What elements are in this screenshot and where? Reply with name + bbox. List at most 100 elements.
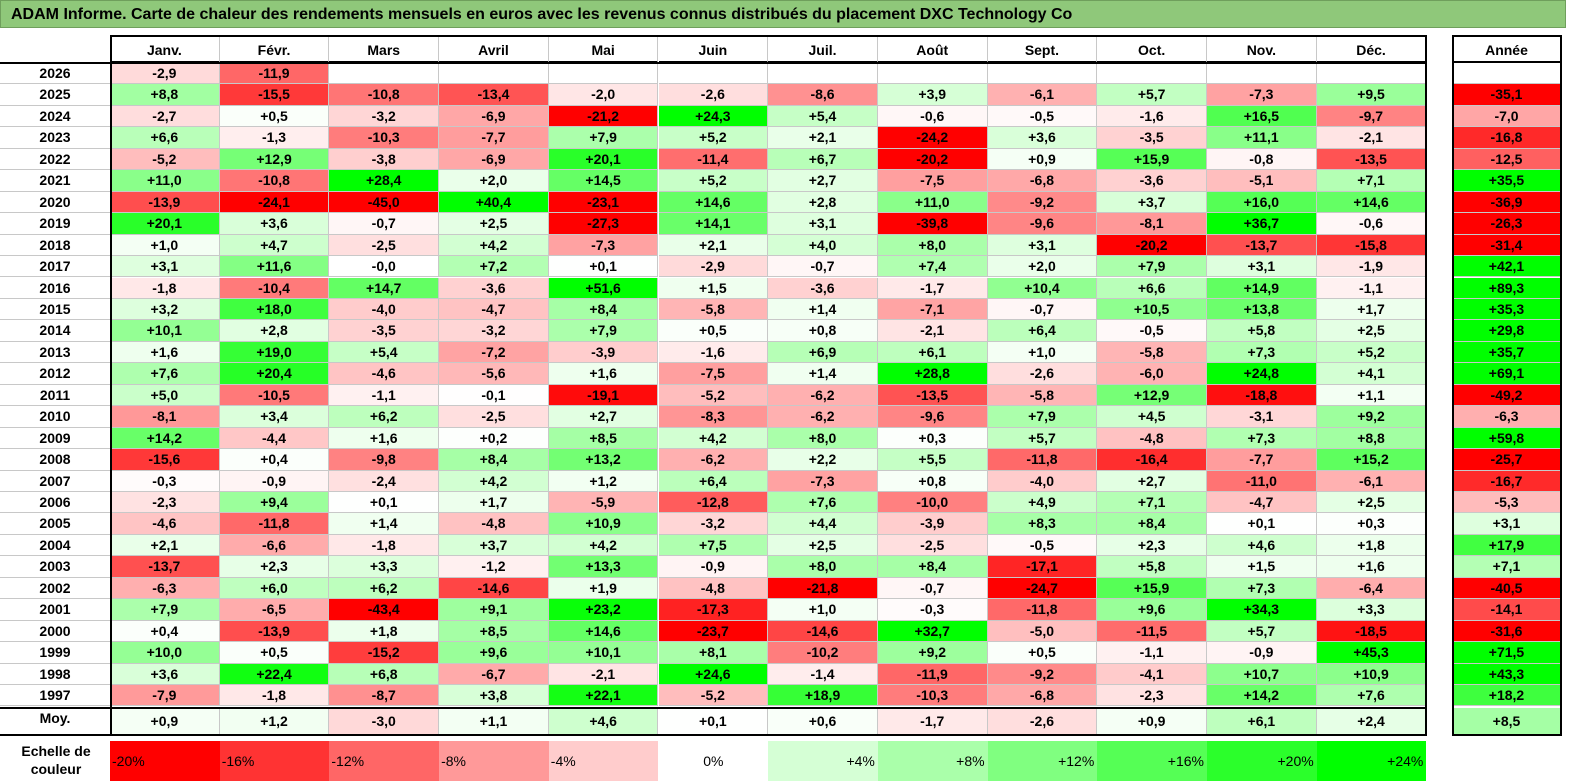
heatmap-cell: -1,7 [877,277,988,299]
color-scale-stop: -16% [219,741,330,781]
heatmap-cell: +4,2 [439,470,549,492]
heatmap-cell: -4,7 [439,298,549,321]
year-label: 2021 [0,170,110,192]
color-scale-label: Echelle de couleur [21,743,91,777]
heatmap-cell: +5,8 [1207,320,1317,342]
heatmap-cell: +3,6 [110,663,220,686]
heatmap-cell: -8,6 [768,84,878,106]
year-label: 2025 [0,84,110,106]
heatmap-cell: +1,5 [658,277,769,299]
heatmap-cell: +4,2 [548,534,659,557]
heatmap-cell: +4,6 [1207,534,1317,557]
annual-cell: +89,3 [1452,277,1562,299]
heatmap-cell: -6,2 [768,406,878,428]
heatmap-cell: +14,2 [110,427,220,450]
heatmap-cell: -9,2 [987,663,1098,686]
average-cell: +0,6 [768,707,878,735]
heatmap-cell: -7,7 [439,127,549,149]
empty-cell [1207,63,1317,85]
title-bar: ADAM Informe. Carte de chaleur des rende… [0,0,1566,28]
heatmap-cell: -8,7 [329,685,440,707]
heatmap-cell: +51,6 [548,277,659,299]
heatmap-cell: -4,0 [987,470,1098,492]
annual-cell: +43,3 [1452,663,1562,686]
heatmap-cell: +19,0 [219,341,330,364]
heatmap-cell: +1,6 [329,427,440,450]
heatmap-cell: -4,1 [1097,663,1207,686]
heatmap-cell: -2,1 [1316,127,1427,149]
heatmap-cell: -11,9 [219,63,330,85]
heatmap-cell: +36,7 [1207,213,1317,235]
heatmap-cell: -13,4 [439,84,549,106]
empty-cell [877,63,988,85]
heatmap-cell: -6,0 [1097,363,1207,385]
annual-cell: -35,1 [1452,84,1562,106]
heatmap-cell: +6,8 [329,663,440,686]
heatmap-cell: -24,7 [987,577,1098,600]
heatmap-cell: -7,3 [548,234,659,257]
annual-cell: -31,6 [1452,620,1562,643]
heatmap-cell: +15,2 [1316,449,1427,471]
heatmap-cell: +8,0 [877,234,988,257]
annual-cell: +69,1 [1452,363,1562,385]
heatmap-cell: +3,8 [439,685,549,707]
heatmap-cell: -3,9 [548,341,659,364]
color-scale-stop: 0% [658,741,769,781]
heatmap-cell: +6,0 [219,577,330,600]
heatmap-cell: +1,8 [329,620,440,643]
heatmap-cell: +1,2 [548,470,659,492]
empty-cell [987,63,1098,85]
heatmap-cell: +2,5 [1316,320,1427,342]
heatmap-cell: +28,8 [877,363,988,385]
heatmap-cell: -10,2 [768,642,878,664]
heatmap-cell: +3,1 [768,213,878,235]
heatmap-cell: +0,5 [987,642,1098,664]
heatmap-cell: +45,3 [1316,642,1427,664]
empty-cell [768,63,878,85]
heatmap-cell: +0,1 [1207,513,1317,535]
heatmap-cell: -2,5 [439,406,549,428]
heatmap-cell: +7,6 [1316,685,1427,707]
heatmap-cell: +7,6 [110,363,220,385]
heatmap-cell: +14,2 [1207,685,1317,707]
heatmap-cell: +28,4 [329,170,440,192]
heatmap-cell: +0,4 [219,449,330,471]
heatmap-cell: -7,2 [439,341,549,364]
heatmap-cell: -8,3 [658,406,769,428]
heatmap-cell: +2,0 [439,170,549,192]
heatmap-cell: -5,2 [658,685,769,707]
heatmap-cell: +8,8 [1316,427,1427,450]
heatmap-cell: +12,9 [1097,384,1207,407]
heatmap-cell: +14,6 [548,620,659,643]
heatmap-cell: -6,9 [439,148,549,171]
heatmap-cell: +2,5 [439,213,549,235]
heatmap-cell: +3,7 [1097,191,1207,214]
heatmap-cell: +1,1 [1316,384,1427,407]
heatmap-cell: -6,5 [219,599,330,621]
month-header: Août [877,36,988,63]
heatmap-cell: +7,2 [439,256,549,278]
heatmap-cell: +5,4 [329,341,440,364]
color-scale-stop: +4% [768,741,878,781]
heatmap-cell: +0,1 [329,492,440,514]
annual-cell: +71,5 [1452,642,1562,664]
heatmap-cell: -4,8 [658,577,769,600]
year-label: 2024 [0,106,110,128]
heatmap-cell: -0,5 [987,534,1098,557]
heatmap-cell: +5,8 [1097,556,1207,578]
heatmap-cell: -0,7 [877,577,988,600]
heatmap-cell: +5,7 [1097,84,1207,106]
heatmap-cell: +5,7 [1207,620,1317,643]
heatmap-cell: -39,8 [877,213,988,235]
heatmap-cell: +6,4 [658,470,769,492]
year-label: 2006 [0,492,110,514]
heatmap-cell: -18,8 [1207,384,1317,407]
heatmap-cell: +14,6 [1316,191,1427,214]
heatmap-cell: -1,1 [329,384,440,407]
color-scale-stop: -20% [110,741,220,781]
heatmap-cell: +0,5 [658,320,769,342]
heatmap-cell: +8,3 [987,513,1098,535]
annual-cell: +18,2 [1452,685,1562,707]
heatmap-cell: +1,0 [768,599,878,621]
heatmap-cell: +1,5 [1207,556,1317,578]
